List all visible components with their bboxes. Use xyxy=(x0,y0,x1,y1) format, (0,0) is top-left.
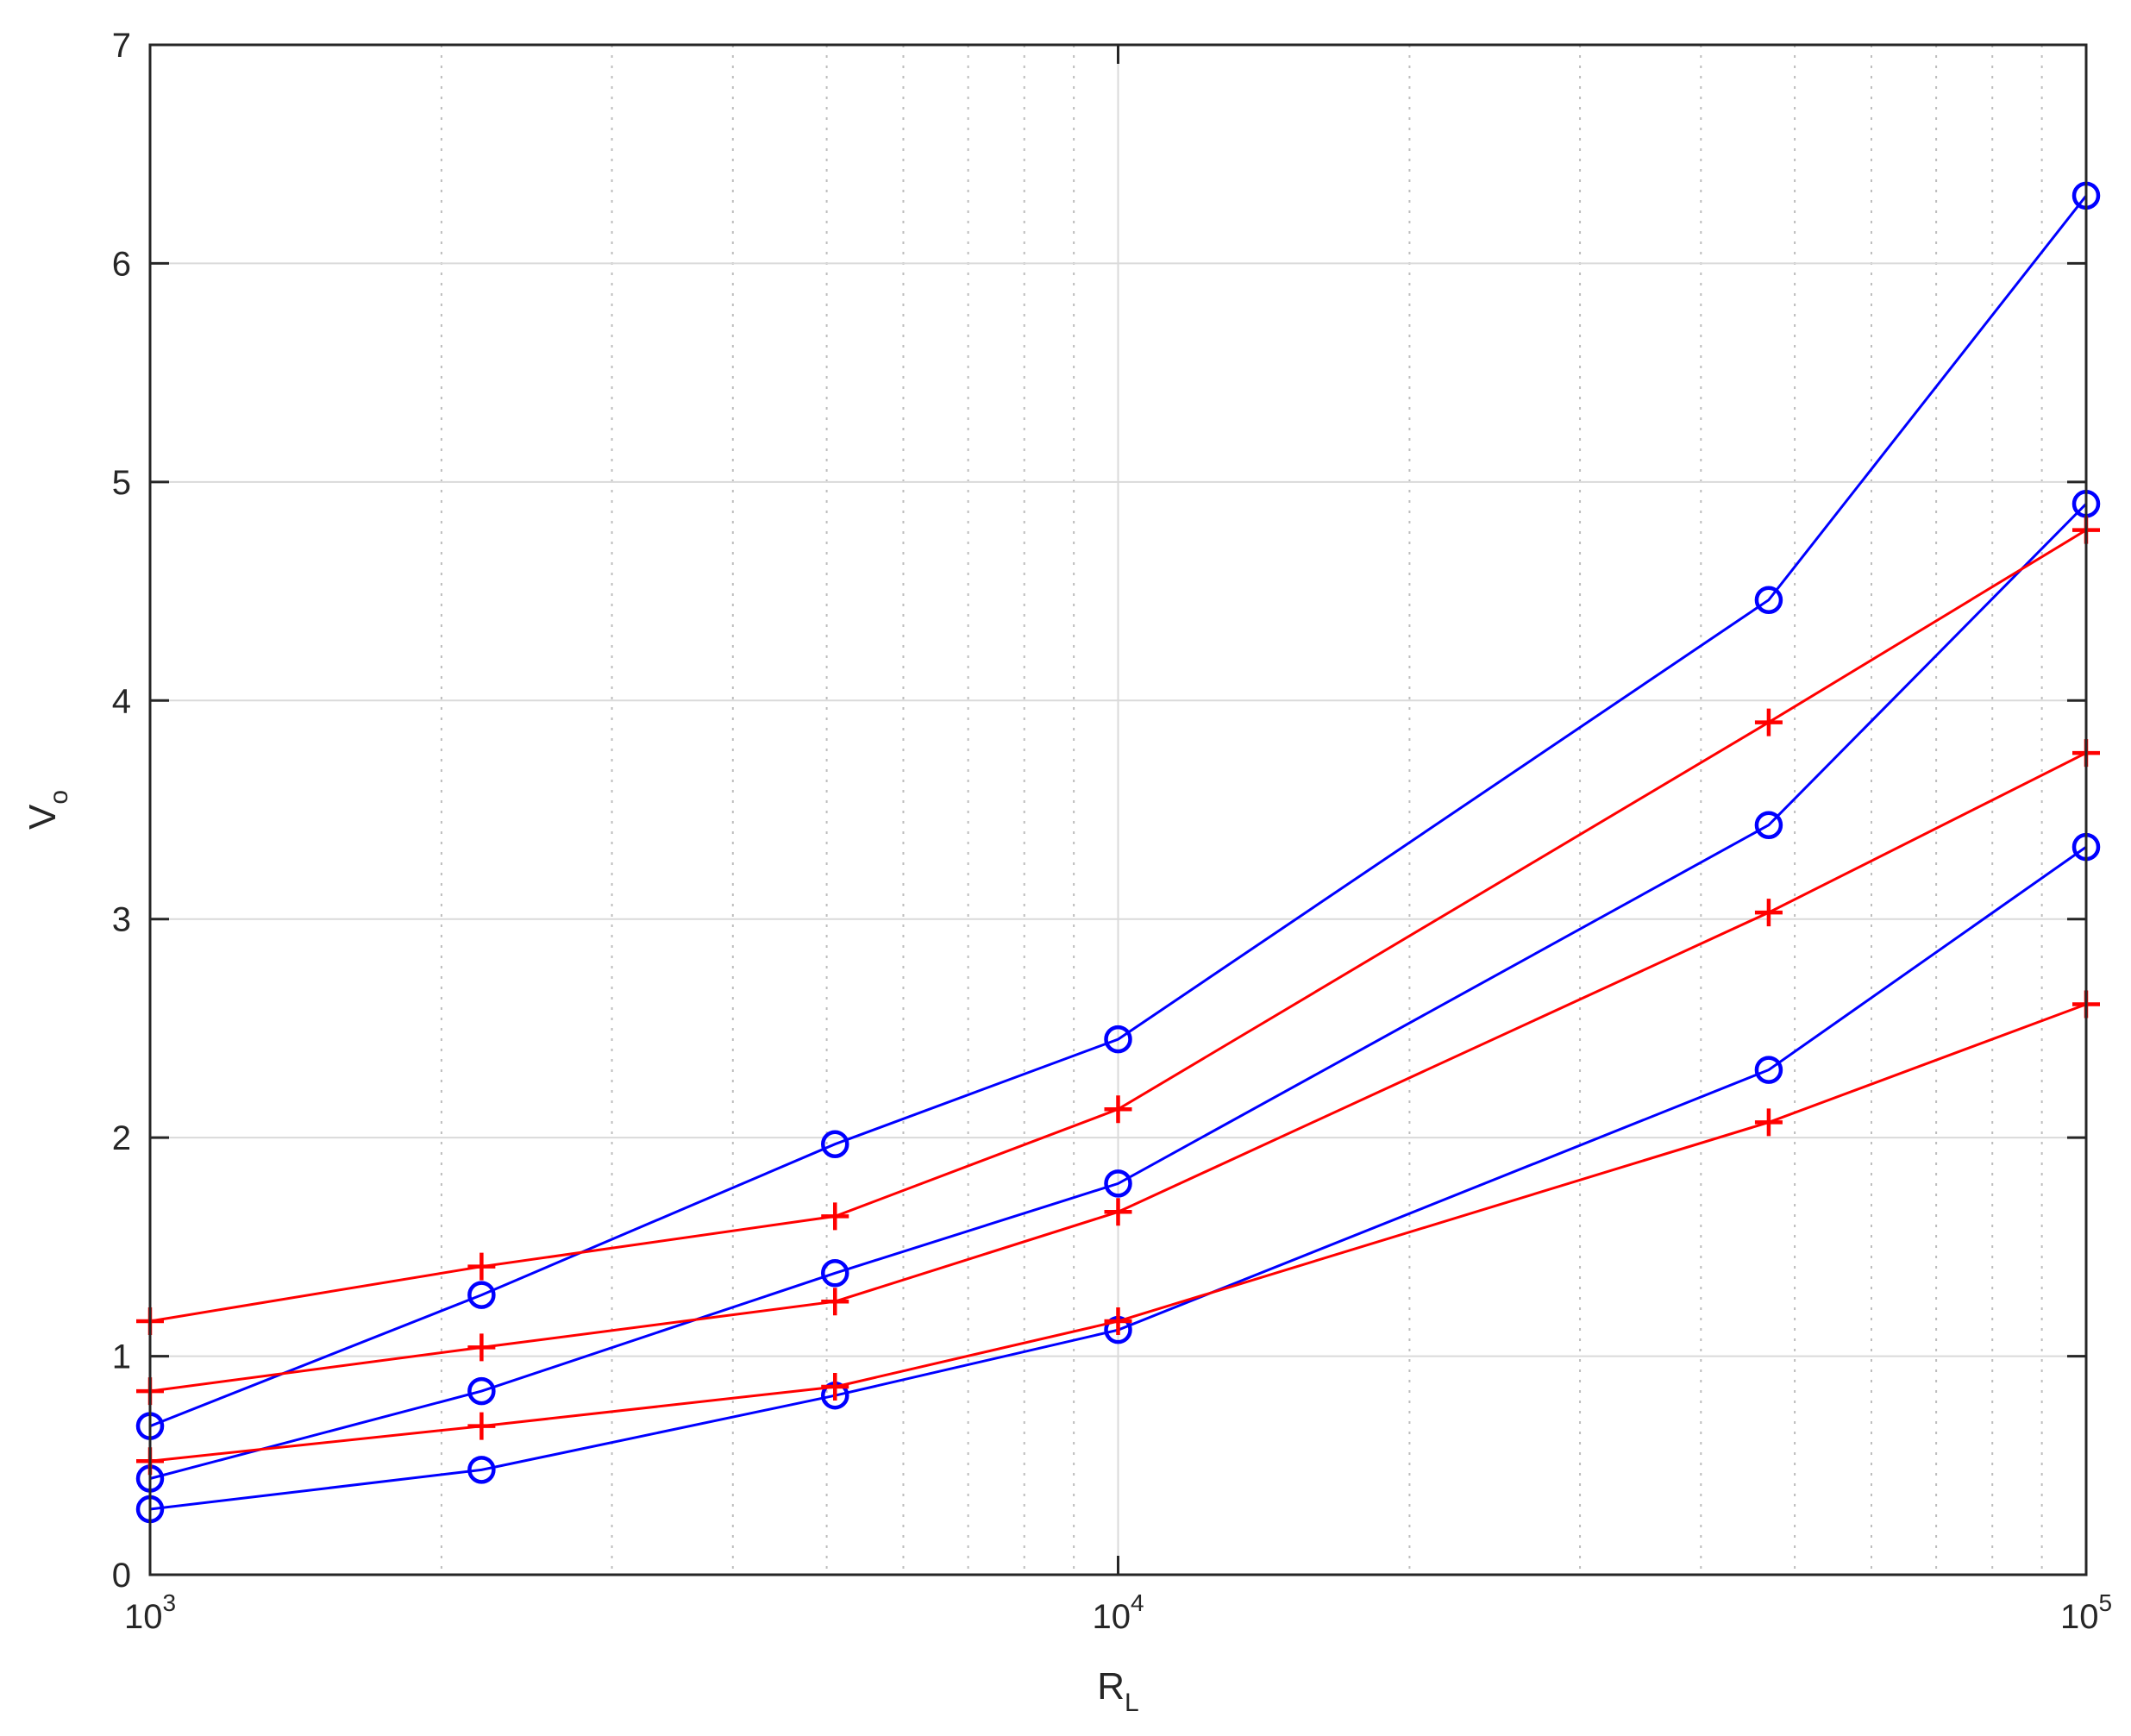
y-tick-label: 7 xyxy=(112,27,131,65)
series-group xyxy=(135,181,2101,1524)
data-point xyxy=(467,1333,496,1362)
y-tick-label: 1 xyxy=(112,1338,131,1376)
data-point xyxy=(1104,1198,1132,1226)
series-line xyxy=(149,503,2088,1480)
series-line xyxy=(149,194,2088,1428)
data-point xyxy=(1104,1095,1132,1124)
x-tick-label-base: 10 xyxy=(2060,1598,2099,1636)
y-tick-label: 5 xyxy=(112,464,131,502)
series-6 xyxy=(136,990,2100,1476)
y-axis-label-subscript: o xyxy=(45,790,73,805)
y-axis-label-main: V xyxy=(22,804,64,830)
data-point xyxy=(1754,1056,1783,1084)
data-point xyxy=(1754,811,1783,839)
x-tick-label: 105 xyxy=(2060,1589,2112,1636)
data-point xyxy=(467,1281,496,1309)
series-5 xyxy=(136,739,2100,1406)
x-tick-label-exponent: 5 xyxy=(2098,1589,2112,1616)
data-point xyxy=(1754,708,1783,736)
y-tick-label: 3 xyxy=(112,901,131,939)
x-tick-label-exponent: 3 xyxy=(162,1589,176,1616)
series-2 xyxy=(135,489,2101,1493)
y-tick-label: 0 xyxy=(112,1557,131,1595)
y-axis-label: Vo xyxy=(22,790,73,830)
x-tick-label-exponent: 4 xyxy=(1131,1589,1144,1616)
data-point xyxy=(821,1373,849,1401)
data-point xyxy=(467,1456,496,1484)
x-axis-label: RL xyxy=(1097,1665,1138,1717)
data-point xyxy=(1104,1307,1132,1336)
series-line xyxy=(149,529,2087,1323)
data-point xyxy=(467,1412,496,1440)
data-point xyxy=(1754,1108,1783,1137)
x-tick-label-base: 10 xyxy=(124,1598,163,1636)
series-line xyxy=(149,1003,2087,1463)
data-point xyxy=(821,1288,849,1316)
series-line xyxy=(149,751,2087,1393)
data-point xyxy=(1104,1025,1132,1054)
data-point xyxy=(1754,899,1783,927)
data-point xyxy=(1754,586,1783,614)
data-point xyxy=(821,1202,849,1231)
y-tick-label: 4 xyxy=(112,682,131,720)
x-axis-label-main: R xyxy=(1097,1665,1125,1708)
y-tick-label: 6 xyxy=(112,245,131,283)
series-line xyxy=(149,845,2087,1511)
x-tick-label-base: 10 xyxy=(1092,1598,1131,1636)
data-point xyxy=(467,1376,496,1406)
x-tick-label: 104 xyxy=(1092,1589,1144,1636)
y-tick-label: 2 xyxy=(112,1119,131,1157)
x-tick-label: 103 xyxy=(124,1589,176,1636)
data-point xyxy=(1104,1169,1132,1198)
data-point xyxy=(467,1252,496,1281)
data-point xyxy=(820,1259,849,1288)
data-point xyxy=(820,1130,849,1158)
x-axis-label-subscript: L xyxy=(1125,1689,1139,1717)
grid xyxy=(149,44,2087,1576)
